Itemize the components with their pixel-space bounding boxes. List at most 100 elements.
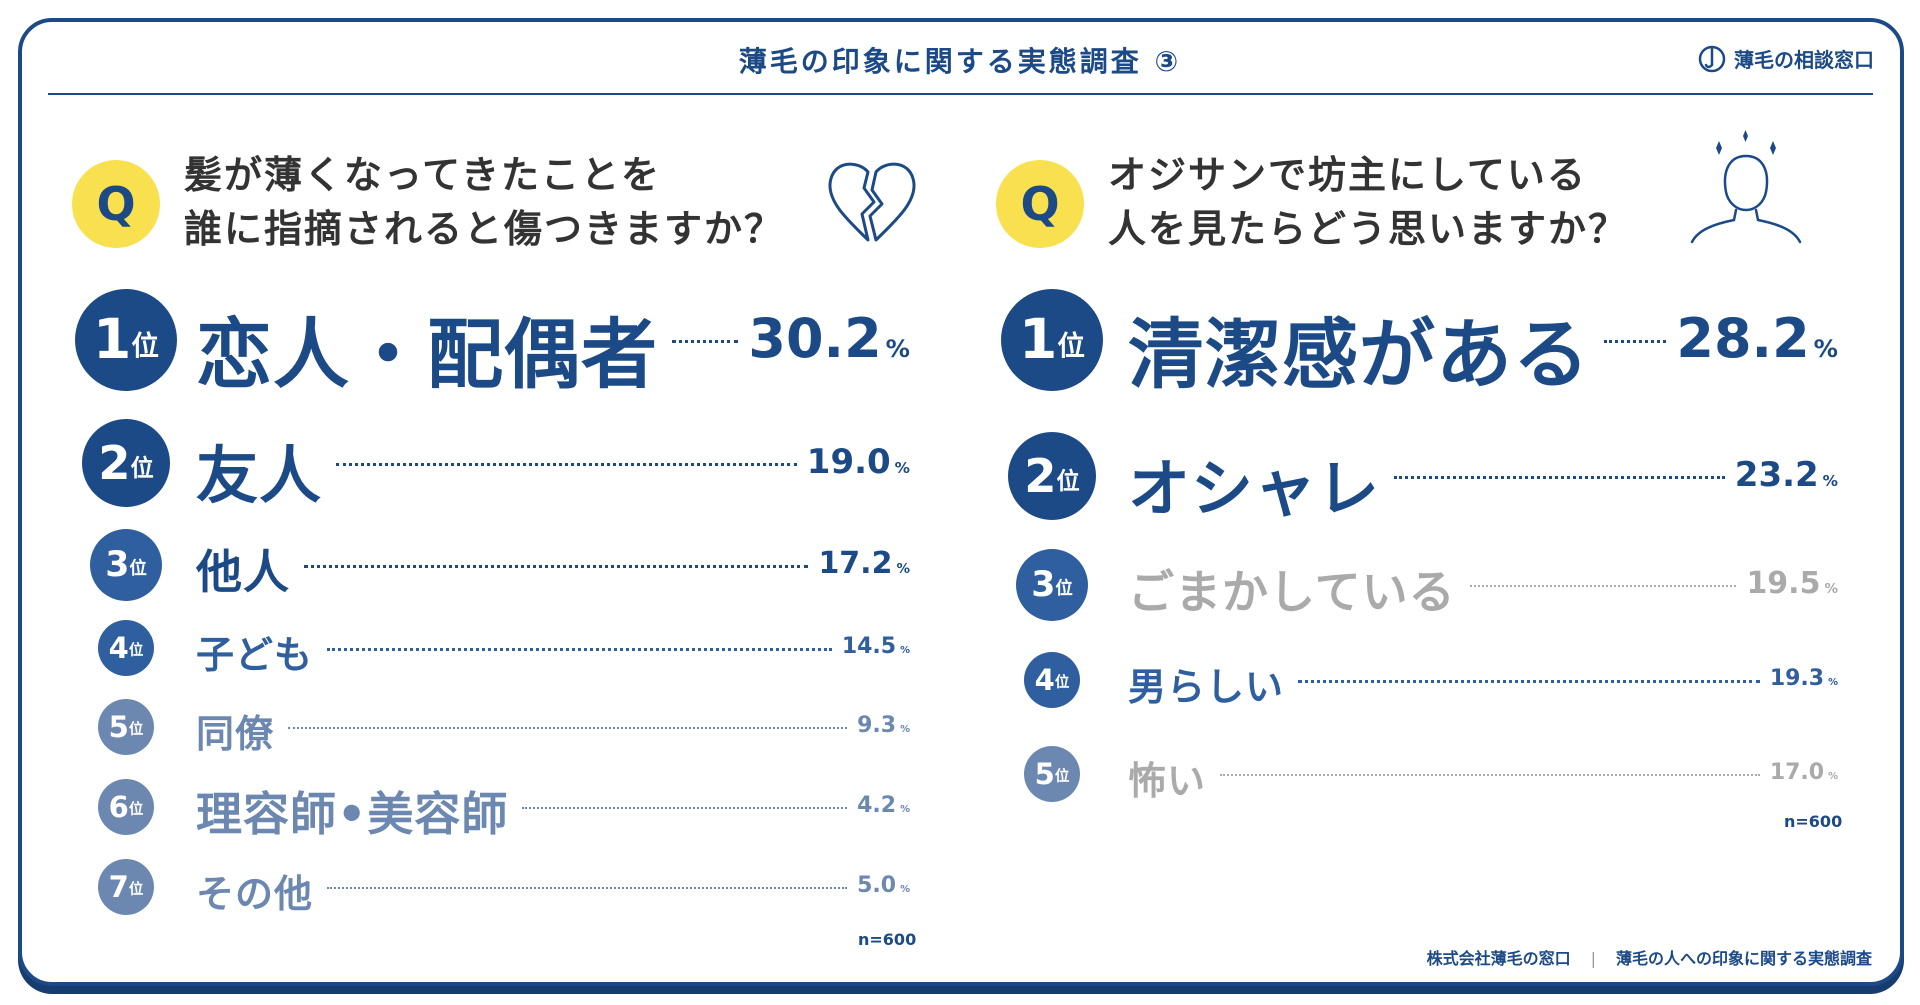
rank-unit: 位 xyxy=(128,643,144,660)
leader-dots xyxy=(1220,774,1760,776)
answer-label: 清潔感がある xyxy=(1128,309,1590,399)
answer-value: 28.2% xyxy=(1676,307,1838,370)
answer-value: 9.3% xyxy=(857,713,910,738)
leader-dots xyxy=(1469,585,1737,587)
answer-label: オシャレ xyxy=(1128,451,1381,525)
q-badge: Q xyxy=(996,160,1084,248)
leader-dots xyxy=(304,565,809,568)
answer-value: 4.2% xyxy=(857,793,910,818)
question-line-1: オジサンで坊主にしている xyxy=(1108,153,1587,197)
leader-dots xyxy=(1394,476,1725,479)
rank-number: 5 xyxy=(1034,756,1055,791)
answer-value: 19.0% xyxy=(807,442,910,482)
rank-number: 6 xyxy=(108,789,129,824)
rank-number: 2 xyxy=(1024,448,1057,503)
value-number: 19.5 xyxy=(1746,566,1821,602)
footer-separator: | xyxy=(1590,949,1596,968)
leader-dots xyxy=(1298,680,1760,683)
answer-value: 23.2% xyxy=(1735,455,1838,495)
answer-value: 17.0% xyxy=(1770,760,1838,785)
question-line-1: 髪が薄くなってきたことを xyxy=(184,153,661,197)
rank-unit: 位 xyxy=(1055,578,1073,599)
sample-size-note: n=600 xyxy=(858,930,917,949)
value-unit: % xyxy=(1828,677,1838,689)
rank-unit: 位 xyxy=(128,882,144,899)
leader-dots xyxy=(1604,340,1667,343)
answer-label: 子ども xyxy=(196,633,314,678)
rank-unit: 位 xyxy=(130,455,154,483)
rank-unit: 位 xyxy=(1054,675,1070,692)
value-unit: % xyxy=(1822,471,1838,490)
rank-unit: 位 xyxy=(128,802,144,819)
answer-value: 30.2% xyxy=(748,307,910,370)
rank-number: 1 xyxy=(1019,307,1058,372)
rank-number: 4 xyxy=(1034,662,1055,697)
value-unit: % xyxy=(896,561,910,578)
broken-heart-icon xyxy=(828,162,916,242)
value-unit: % xyxy=(894,458,910,477)
leader-dots xyxy=(288,727,848,729)
page-title: 薄毛の印象に関する実態調査 ③ xyxy=(738,45,1182,78)
sample-size-note: n=600 xyxy=(1784,812,1843,831)
rank-number: 4 xyxy=(108,630,129,665)
footer-survey: 薄毛の人への印象に関する実態調査 xyxy=(1615,949,1872,968)
answer-label: 友人 xyxy=(196,438,323,512)
rank-unit: 位 xyxy=(129,558,147,579)
rank-number: 3 xyxy=(105,544,130,585)
answer-value: 17.2% xyxy=(818,546,910,581)
value-number: 4.2 xyxy=(857,793,897,819)
value-unit: % xyxy=(900,645,910,657)
leader-dots xyxy=(672,340,739,343)
rank-number: 1 xyxy=(93,307,132,372)
value-number: 14.5 xyxy=(841,634,897,660)
rank-unit: 位 xyxy=(1054,769,1070,786)
rank-number: 3 xyxy=(1031,564,1056,605)
brand-logo-icon xyxy=(1698,45,1726,72)
value-unit: % xyxy=(1824,581,1838,598)
answer-value: 5.0% xyxy=(857,873,910,898)
header-rule xyxy=(48,93,1873,95)
rank-unit: 位 xyxy=(1056,468,1080,496)
value-unit: % xyxy=(1813,333,1838,363)
rank-number: 5 xyxy=(108,709,129,744)
answer-value: 14.5% xyxy=(842,634,910,659)
rank-unit: 位 xyxy=(1057,330,1085,363)
value-number: 28.2 xyxy=(1676,306,1810,370)
value-unit: % xyxy=(885,333,910,363)
rank-number: 2 xyxy=(98,435,131,490)
answer-label: 同僚 xyxy=(196,712,275,757)
right-question: Q オジサンで坊主にしている 人を見たらどう思いますか？ xyxy=(996,130,1856,251)
answer-label: 恋人・配偶者 xyxy=(196,309,658,399)
value-number: 30.2 xyxy=(748,306,882,370)
value-unit: % xyxy=(1828,771,1838,783)
answer-label: 男らしい xyxy=(1128,665,1285,710)
value-unit: % xyxy=(900,724,910,736)
question-line-2: 人を見たらどう思いますか？ xyxy=(1108,207,1629,251)
brand-name: 薄毛の相談窓口 xyxy=(1734,48,1874,72)
question-line-2: 誰に指摘されると傷つきますか？ xyxy=(184,207,785,251)
value-number: 19.0 xyxy=(806,441,891,482)
value-number: 23.2 xyxy=(1734,454,1819,495)
value-unit: % xyxy=(900,804,910,816)
answer-value: 19.5% xyxy=(1746,566,1838,601)
rank-unit: 位 xyxy=(128,722,144,739)
infographic-card xyxy=(18,18,1904,986)
answer-value: 19.3% xyxy=(1770,666,1838,691)
leader-dots xyxy=(327,648,832,651)
leader-dots xyxy=(336,463,797,466)
answer-label: ごまかしている xyxy=(1128,565,1456,620)
footer: 株式会社薄毛の窓口 | 薄毛の人への印象に関する実態調査 xyxy=(1427,945,1872,969)
answer-label: 他人 xyxy=(196,545,290,600)
value-number: 9.3 xyxy=(857,713,897,739)
leader-dots xyxy=(327,887,848,889)
leader-dots xyxy=(522,807,848,809)
